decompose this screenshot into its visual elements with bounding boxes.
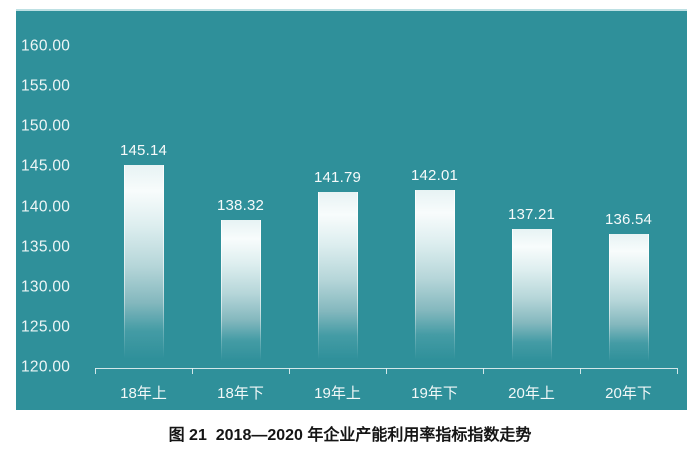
bar-group: 145.14	[95, 11, 192, 367]
x-axis-tick	[192, 368, 193, 374]
bar	[123, 165, 164, 367]
category-label: 19年上	[314, 385, 361, 402]
bar	[414, 190, 455, 367]
bar-group: 141.79	[289, 11, 386, 367]
y-tick-label: 160.00	[21, 37, 71, 55]
x-axis-tick	[95, 368, 96, 374]
bar-value-label: 145.14	[119, 142, 168, 160]
bar-group: 136.54	[580, 11, 677, 367]
bar	[511, 228, 552, 367]
chart-panel: 160.00 155.00 150.00 145.00 140.00 135.0…	[16, 9, 687, 410]
bar-value-label: 136.54	[604, 211, 653, 229]
y-tick-label: 140.00	[21, 198, 71, 216]
y-tick-label: 155.00	[21, 77, 71, 95]
category-label: 20年上	[508, 385, 555, 402]
bar-value-label: 138.32	[216, 197, 265, 214]
y-tick-label: 150.00	[21, 117, 71, 135]
y-tick-label: 135.00	[21, 238, 71, 256]
category-label: 19年下	[411, 385, 458, 402]
plot-area: 145.14 138.32 141.79 142.01 137.21 136.5…	[95, 11, 677, 367]
y-tick-label: 145.00	[21, 158, 71, 176]
bar-group: 137.21	[483, 11, 580, 367]
category-label: 18年下	[217, 385, 264, 402]
category-label: 18年上	[120, 385, 167, 402]
x-axis-labels: 18年上 18年下 19年上 19年下 20年上 20年下	[95, 382, 677, 403]
bar-group: 138.32	[192, 11, 289, 367]
x-axis-tick	[677, 368, 678, 374]
bar-value-label: 141.79	[313, 169, 362, 187]
y-tick-label: 120.00	[21, 358, 71, 376]
bar	[317, 192, 358, 367]
bar	[220, 220, 261, 367]
y-tick-label: 130.00	[21, 278, 71, 296]
x-axis-line	[95, 368, 678, 374]
bar-value-label: 137.21	[507, 205, 556, 223]
x-axis-tick	[289, 368, 290, 374]
chart-caption: 图 21 2018—2020 年企业产能利用率指标指数走势	[168, 427, 532, 444]
bar-value-label: 142.01	[410, 167, 459, 185]
category-label: 20年下	[605, 385, 652, 402]
x-axis-tick	[386, 368, 387, 374]
bar	[608, 234, 649, 367]
x-axis-tick	[483, 368, 484, 374]
bar-group: 142.01	[386, 11, 483, 367]
y-tick-label: 125.00	[21, 318, 71, 336]
x-axis-tick	[580, 368, 581, 374]
